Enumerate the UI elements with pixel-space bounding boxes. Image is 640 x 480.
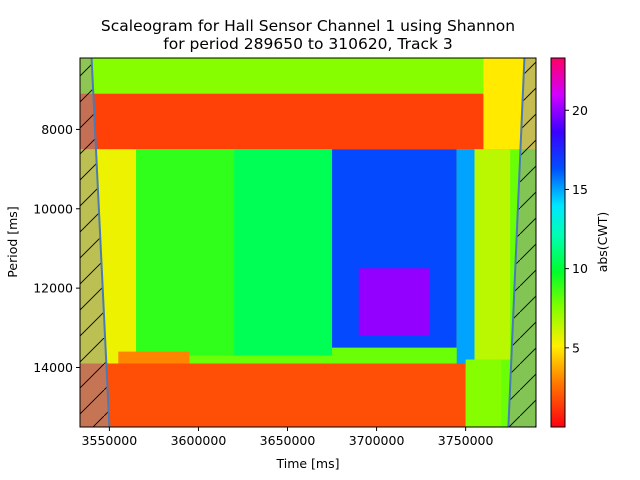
- x-tick-label: 3700000: [349, 433, 405, 448]
- y-tick-label: 8000: [41, 122, 73, 137]
- heatmap-region-11: [118, 351, 190, 364]
- colorbar-tick-label: 5: [572, 340, 580, 355]
- heatmap-region-9: [456, 149, 475, 368]
- y-axis: 8000 10000 12000 14000: [33, 122, 80, 375]
- coi-left-boundary: [90, 58, 111, 427]
- plot-frame: [79, 57, 537, 428]
- x-tick-label: 3650000: [260, 433, 316, 448]
- colorbar: [550, 57, 566, 428]
- x-tick-label: 3550000: [82, 433, 138, 448]
- x-axis: 3550000 3600000 3650000 3700000 3750000: [82, 427, 494, 448]
- chart-title-line-2: for period 289650 to 310620, Track 3: [163, 35, 453, 53]
- colorbar-label: abs(CWT): [595, 212, 610, 273]
- x-tick-label: 3750000: [438, 433, 494, 448]
- heatmap-region-1: [80, 58, 484, 94]
- colorbar-tick-label: 15: [572, 182, 588, 197]
- y-axis-label: Period [ms]: [5, 206, 20, 277]
- heatmap-region-13: [474, 149, 511, 360]
- chart-title-line-1: Scaleogram for Hall Sensor Channel 1 usi…: [101, 17, 515, 35]
- heatmap-region-5: [136, 149, 235, 356]
- x-tick-label: 3600000: [171, 433, 227, 448]
- y-tick-label: 12000: [33, 281, 73, 296]
- heatmap-region-12: [465, 359, 502, 427]
- colorbar-axis: 5 10 15 20: [565, 103, 588, 355]
- coi-right-region-hatch: [508, 58, 536, 427]
- heatmap-region-8: [358, 268, 431, 336]
- y-tick-label: 10000: [33, 201, 73, 216]
- heatmap-region-10: [80, 363, 466, 427]
- coi-left-region-hatch: [80, 58, 110, 427]
- cone-of-influence: [80, 58, 536, 427]
- heatmap-region-2: [80, 93, 484, 150]
- colorbar-tick-label: 20: [572, 103, 588, 118]
- x-axis-label: Time [ms]: [275, 456, 339, 471]
- y-tick-label: 14000: [33, 360, 73, 375]
- heatmap-region-6: [234, 149, 333, 356]
- coi-right-boundary: [507, 58, 526, 427]
- colorbar-tick-label: 10: [572, 261, 588, 276]
- scaleogram-heatmap: [80, 58, 536, 427]
